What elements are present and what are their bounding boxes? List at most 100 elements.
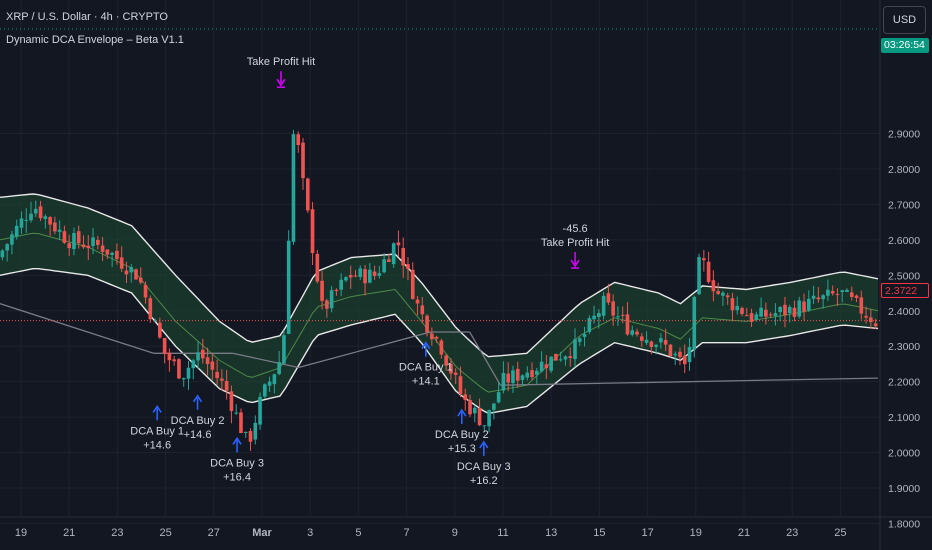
candle-body xyxy=(606,293,611,303)
candle-body xyxy=(873,323,878,327)
candle-body xyxy=(539,361,544,372)
candle-body xyxy=(740,307,744,314)
candle-body xyxy=(134,269,138,280)
time-axis-label: 23 xyxy=(111,527,123,539)
candle-body xyxy=(430,333,434,340)
take-profit-label: Take Profit Hit xyxy=(247,56,315,68)
time-axis-label: 17 xyxy=(641,527,653,539)
trend-line-segment xyxy=(298,331,431,369)
price-axis-label: 2.7000 xyxy=(888,199,920,211)
candle-body xyxy=(535,370,539,375)
time-axis-label: 19 xyxy=(15,527,27,539)
candle-body xyxy=(735,305,740,311)
candle-body xyxy=(482,425,487,427)
price-axis-label: 2.0000 xyxy=(888,448,920,460)
price-axis[interactable]: 2.9000 2.8000 2.7000 2.6000 2.5000 2.4000 2.30… xyxy=(888,129,920,531)
dca-buy-value: +16.4 xyxy=(223,471,251,483)
symbol-title[interactable]: XRP / U.S. Dollar · 4h · CRYPTO xyxy=(6,11,168,23)
time-axis-label: 15 xyxy=(593,527,605,539)
dca-buy-label: DCA Buy 1 xyxy=(399,362,453,374)
candle-body xyxy=(177,359,181,379)
time-axis-label: 21 xyxy=(738,527,750,539)
candle-body xyxy=(673,353,678,356)
candle-body xyxy=(372,271,377,276)
candle-body xyxy=(243,431,248,433)
candle-body xyxy=(620,314,625,316)
candle-body xyxy=(129,266,134,273)
currency-button[interactable]: USD xyxy=(883,6,926,34)
candle-body xyxy=(14,225,19,237)
price-axis-label: 2.4000 xyxy=(888,306,920,318)
candle-body xyxy=(24,219,29,221)
candle-body xyxy=(444,355,448,366)
candle-body xyxy=(420,305,425,315)
take-profit-label: Take Profit Hit xyxy=(541,237,609,249)
take-profit-value: -45.6 xyxy=(563,223,588,235)
candle-body xyxy=(792,307,797,317)
candle-body xyxy=(439,340,444,355)
candle-body xyxy=(291,134,296,242)
candle-body xyxy=(816,297,821,300)
candle-body xyxy=(616,316,620,318)
candle-body xyxy=(644,339,649,343)
candle-body xyxy=(468,399,472,415)
time-axis-label: 9 xyxy=(452,527,458,539)
time-axis-label: 25 xyxy=(834,527,846,539)
candle-body xyxy=(286,240,291,334)
candle-body xyxy=(310,209,315,254)
candle-body xyxy=(86,245,91,249)
candle-body xyxy=(253,422,258,440)
candle-body xyxy=(105,249,110,255)
indicator-title[interactable]: Dynamic DCA Envelope – Beta V1.1 xyxy=(6,34,184,46)
dca-buy-label: DCA Buy 1 xyxy=(130,425,184,437)
candle-body xyxy=(191,360,196,369)
candle-body xyxy=(339,279,343,290)
candle-body xyxy=(33,208,38,214)
candle-body xyxy=(301,142,305,179)
candle-body xyxy=(96,239,100,245)
candle-body xyxy=(10,234,14,245)
candle-body xyxy=(635,331,639,335)
buy-arrow-head xyxy=(457,408,467,417)
candle-body xyxy=(472,407,477,414)
dca-buy-value: +14.1 xyxy=(412,376,440,388)
candle-body xyxy=(353,275,358,277)
candle-body xyxy=(639,336,644,341)
candle-body xyxy=(687,347,692,363)
candle-body xyxy=(181,378,186,380)
candle-body xyxy=(806,298,811,311)
candle-body xyxy=(849,292,854,297)
candle-body xyxy=(601,295,606,316)
candle-body xyxy=(377,273,382,276)
buy-arrow-head xyxy=(192,394,203,403)
dca-buy-label: DCA Buy 3 xyxy=(210,457,264,469)
candle-body xyxy=(845,289,849,292)
candle-body xyxy=(277,362,281,375)
dca-buy-value: +14.6 xyxy=(143,439,171,451)
candle-body xyxy=(267,381,272,386)
candle-body xyxy=(158,322,162,338)
candle-body xyxy=(234,412,239,414)
candle-body xyxy=(725,295,730,298)
candle-body xyxy=(487,410,491,427)
candle-body xyxy=(29,213,33,221)
candle-body xyxy=(172,359,176,362)
candle-body xyxy=(210,361,215,370)
candle-body xyxy=(0,250,5,258)
buy-arrow-head xyxy=(152,405,162,413)
dca-buy-value: +14.6 xyxy=(184,429,212,441)
time-axis-label: 21 xyxy=(63,527,75,539)
time-axis[interactable]: 19 21 23 25 27 Mar 3 5 7 9 11 13 15 17 19 21 23 25 xyxy=(15,527,847,539)
candle-body xyxy=(282,335,286,364)
candle-body xyxy=(248,431,253,442)
time-axis-label: 11 xyxy=(497,527,508,539)
price-axis-label: 1.8000 xyxy=(888,518,920,530)
candle-body xyxy=(358,268,363,278)
buy-arrow-head xyxy=(479,440,489,449)
candle-body xyxy=(558,359,563,361)
time-axis-label: 19 xyxy=(690,527,702,539)
candle-body xyxy=(224,380,229,391)
envelope-fill xyxy=(0,193,878,414)
candle-body xyxy=(544,364,549,369)
